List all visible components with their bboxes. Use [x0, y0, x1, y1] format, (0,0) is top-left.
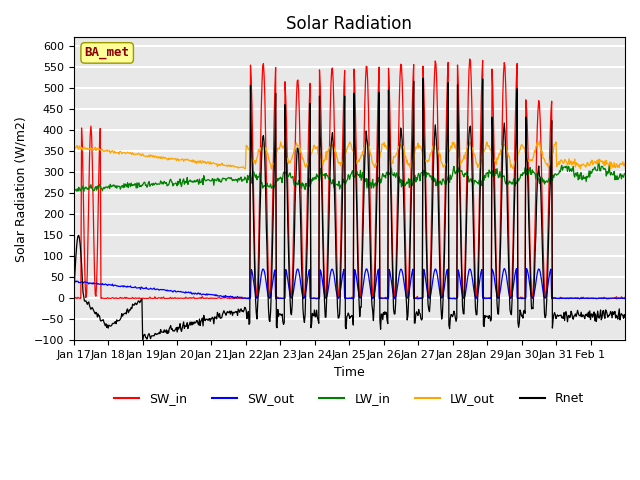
- LW_in: [621, 170, 629, 176]
- SW_in: [285, 225, 292, 231]
- SW_in: [466, 56, 474, 62]
- LW_in: [595, 157, 602, 163]
- SW_out: [134, 285, 142, 291]
- LW_in: [237, 175, 244, 180]
- Rnet: [134, 298, 142, 304]
- Line: LW_in: LW_in: [74, 160, 625, 192]
- SW_out: [263, 286, 271, 292]
- LW_out: [70, 142, 77, 148]
- Rnet: [237, 307, 244, 312]
- LW_in: [264, 183, 271, 189]
- SW_out: [236, 294, 244, 300]
- Line: LW_out: LW_out: [74, 141, 625, 169]
- LW_out: [438, 160, 445, 166]
- LW_out: [268, 166, 275, 172]
- SW_out: [437, 294, 445, 300]
- SW_in: [438, 294, 445, 300]
- Legend: SW_in, SW_out, LW_in, LW_out, Rnet: SW_in, SW_out, LW_in, LW_out, Rnet: [109, 387, 589, 410]
- LW_out: [407, 164, 415, 170]
- Rnet: [407, 215, 415, 220]
- X-axis label: Time: Time: [334, 366, 365, 379]
- LW_out: [621, 160, 629, 166]
- Line: SW_in: SW_in: [74, 59, 625, 299]
- SW_in: [621, 294, 629, 300]
- Rnet: [438, 311, 446, 317]
- Text: BA_met: BA_met: [84, 47, 130, 60]
- SW_out: [406, 283, 414, 288]
- SW_out: [523, 265, 531, 271]
- SW_out: [70, 279, 77, 285]
- Rnet: [139, 337, 147, 343]
- Line: SW_out: SW_out: [74, 268, 625, 299]
- SW_in: [407, 181, 415, 187]
- LW_in: [407, 180, 415, 186]
- Line: Rnet: Rnet: [74, 78, 625, 340]
- SW_in: [70, 295, 77, 301]
- Y-axis label: Solar Radiation (W/m2): Solar Radiation (W/m2): [15, 116, 28, 262]
- LW_out: [285, 160, 292, 166]
- SW_out: [284, 277, 292, 283]
- Rnet: [264, 282, 271, 288]
- SW_in: [70, 296, 78, 301]
- Rnet: [70, 296, 77, 301]
- SW_out: [451, 296, 459, 302]
- LW_out: [536, 138, 543, 144]
- SW_in: [135, 295, 143, 300]
- Rnet: [419, 75, 427, 81]
- LW_in: [80, 189, 88, 194]
- Rnet: [285, 251, 292, 256]
- LW_in: [438, 182, 445, 188]
- SW_in: [264, 245, 271, 251]
- LW_out: [236, 165, 244, 170]
- LW_in: [70, 187, 77, 193]
- LW_out: [263, 152, 271, 157]
- SW_in: [237, 296, 244, 301]
- SW_out: [621, 296, 629, 301]
- LW_in: [285, 173, 292, 179]
- Title: Solar Radiation: Solar Radiation: [286, 15, 412, 33]
- LW_in: [135, 180, 143, 186]
- Rnet: [621, 314, 629, 320]
- LW_out: [134, 150, 142, 156]
